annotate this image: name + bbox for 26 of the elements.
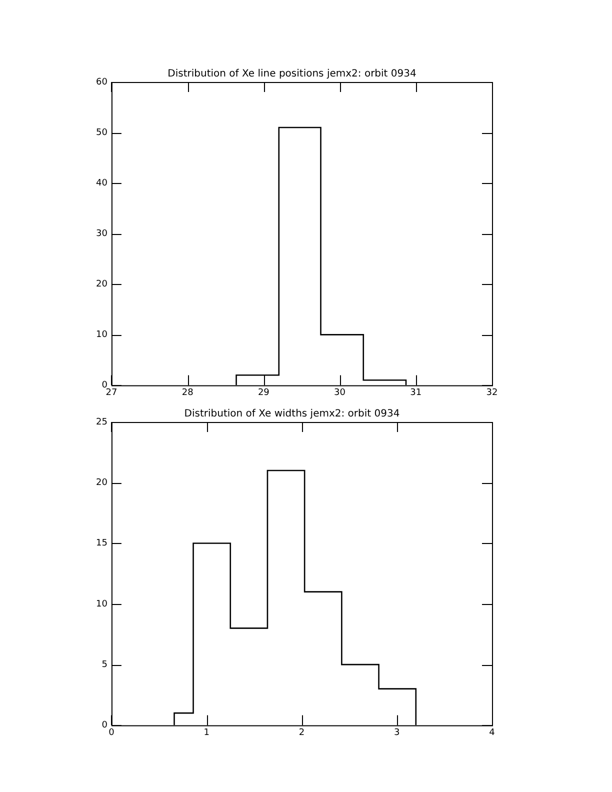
x-tick-label: 1 <box>204 728 210 738</box>
x-tick-label: 29 <box>258 388 270 398</box>
chart-title: Distribution of Xe line positions jemx2: orbit 0934 <box>168 68 416 80</box>
x-tick-label: 0 <box>108 728 115 738</box>
y-tick-label: 0 <box>102 720 108 731</box>
y-tick-label: 5 <box>102 660 108 670</box>
y-tick-label: 0 <box>102 380 108 391</box>
y-tick-label: 10 <box>96 599 108 610</box>
x-tick-label: 2 <box>298 728 305 738</box>
y-tick-label: 50 <box>96 128 108 138</box>
x-tick-label: 3 <box>394 728 400 738</box>
x-tick-label: 27 <box>106 388 118 398</box>
x-tick-label: 4 <box>489 728 496 738</box>
x-tick-label: 30 <box>334 388 346 398</box>
chart-title: Distribution of Xe widths jemx2: orbit 0934 <box>184 408 400 420</box>
y-tick-label: 40 <box>96 178 108 188</box>
x-tick-label: 28 <box>182 388 194 398</box>
x-tick-label: 31 <box>410 388 422 398</box>
y-tick-label: 15 <box>96 538 108 549</box>
y-tick-label: 25 <box>96 417 108 428</box>
y-tick-label: 20 <box>96 279 108 290</box>
y-tick-label: 20 <box>96 478 108 488</box>
x-tick-label: 32 <box>486 388 498 398</box>
y-tick-label: 30 <box>96 228 108 239</box>
y-tick-label: 10 <box>96 330 108 340</box>
y-tick-label: 60 <box>96 77 108 88</box>
